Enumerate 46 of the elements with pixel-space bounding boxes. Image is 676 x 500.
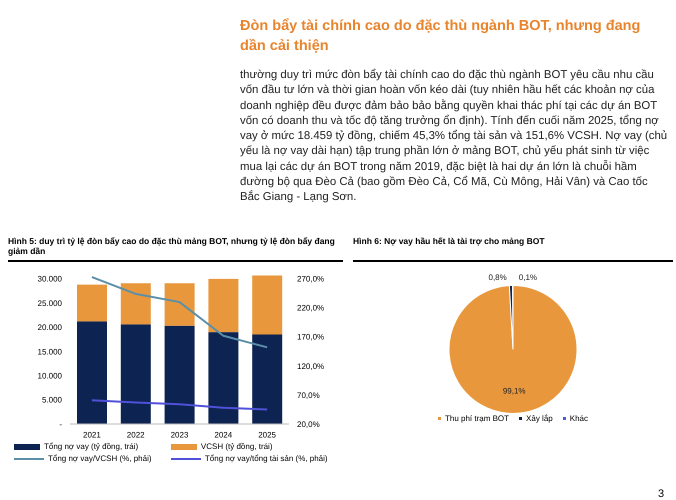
y2-tick-label: 270,0%: [297, 274, 324, 284]
text: thường duy trì mức đòn bẩy tài chính cao do đặc thù ngành BOT yêu cầu nhu cầu vốn đầu tư lớn và thời gian hoàn vốn kéo dài (tuy nhiên hầu hết các khoản nợ của doanh nghiệp đều được đảm bảo bảo bằng quyền khai thác phí tại các dự án BOT vốn có doanh thu và tốc độ tăng trưởng ổn định). Tính đến cuối năm 2025, tổng nợ vay ở mức 18.459 tỷ đồng, chiếm 45,3% tổng tài sản và 151,6% VCSH. Nợ vay (chủ yếu là nợ vay dài hạn) tập trung phần lớn ở mảng BOT, chủ yếu phát sinh từ việc mua lại các dự án BOT trong năm 2019, đặc biệt là hai dự án lớn là chuỗi hầm đường bộ qua Đèo Cả (bao gồm Đèo Cả, Cổ Mã, Cù Mông, Hải Vân) và Cao tốc Bắc Giang - Lạng Sơn.: [240, 69, 668, 204]
line-series: [90, 399, 268, 410]
bar: [208, 278, 238, 332]
y-tick-label: 5.000: [42, 396, 63, 405]
y2-tick-label: 20,0%: [297, 420, 320, 429]
bar: [77, 284, 107, 322]
legend-label: Xây lắp: [526, 414, 553, 423]
pie-slice: [448, 284, 578, 414]
legend-label: Tổng nợ vay (tỷ đồng, trái): [44, 442, 138, 451]
data-label: 99,1%: [502, 386, 526, 396]
chart-title: Hình 5: duy trì tỷ lệ đòn bẩy cao do đặc thù mảng BOT, nhưng tỷ lệ đòn bẩy đang giảm dần: [8, 236, 343, 262]
x-tick-label: 2025: [258, 430, 277, 440]
data-label: 0,1%: [518, 272, 538, 282]
text: Đòn bẩy tài chính cao do đặc thù ngành BOT, nhưng đang dần cải thiện: [240, 17, 642, 56]
y-tick-label: 25.000: [38, 298, 63, 308]
y2-tick-label: 70,0%: [297, 390, 320, 400]
chart-title: Hình 6: Nợ vay hầu hết là tài trợ cho mảng BOT: [353, 236, 673, 262]
bar: [252, 275, 282, 334]
x-tick-label: 2021: [83, 430, 102, 440]
bar: [120, 283, 151, 324]
y-tick-label: 10.000: [38, 371, 63, 380]
legend-label: Khác: [570, 414, 588, 423]
y2-tick-label: 120,0%: [297, 362, 324, 371]
x-tick-label: 2024: [214, 430, 233, 440]
bar: [164, 326, 195, 424]
legend-label: Thu phí trạm BOT: [445, 414, 510, 423]
y-tick-label: 30.000: [38, 274, 63, 284]
legend-label: Tổng nợ vay/tổng tài sản (%, phải): [204, 454, 328, 463]
data-label: 0,8%: [488, 272, 507, 282]
bar: [252, 334, 282, 424]
y-tick-label: -: [59, 420, 62, 429]
x-tick-label: 2022: [126, 430, 146, 440]
text: 3: [658, 488, 664, 500]
y2-tick-label: 170,0%: [297, 332, 324, 342]
x-tick-label: 2023: [170, 430, 189, 440]
y2-tick-label: 220,0%: [297, 304, 324, 313]
bar: [208, 332, 238, 424]
line-series: [90, 276, 268, 348]
bar: [120, 324, 151, 424]
y-tick-label: 20.000: [38, 323, 63, 332]
legend-label: VCSH (tỷ đồng, trái): [200, 442, 272, 451]
bar: [164, 283, 195, 326]
legend-label: Tổng nợ vay/VCSH (%, phải): [48, 454, 152, 463]
bar: [77, 321, 107, 424]
y-tick-label: 15.000: [38, 347, 63, 356]
